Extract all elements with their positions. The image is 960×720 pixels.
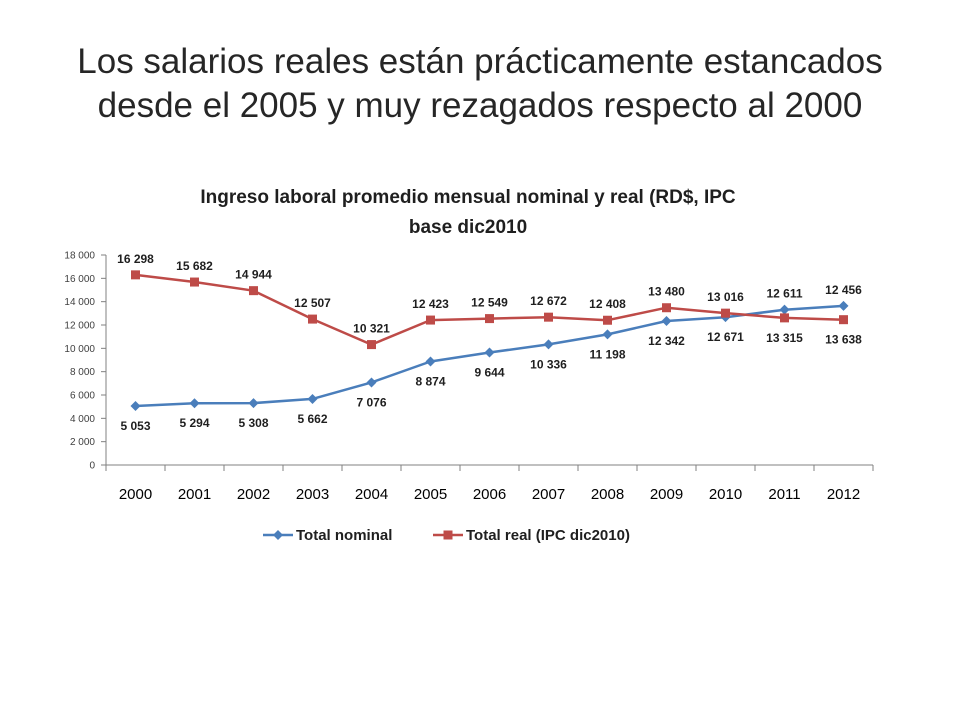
data-label: 12 423 <box>412 297 449 311</box>
data-label: 12 507 <box>294 296 331 310</box>
series-2-point <box>603 315 612 325</box>
x-tick-label: 2000 <box>119 486 152 503</box>
data-label: 12 549 <box>471 296 508 310</box>
legend-label-1: Total nominal <box>296 527 392 544</box>
data-label: 12 672 <box>530 294 567 308</box>
data-label: 12 342 <box>648 334 685 348</box>
data-label: 13 315 <box>766 331 803 345</box>
data-label: 16 298 <box>117 252 154 266</box>
y-tick-label: 18 000 <box>64 251 95 262</box>
series-2-point <box>544 312 553 322</box>
data-label: 13 638 <box>825 333 862 347</box>
x-tick-label: 2010 <box>709 486 742 503</box>
y-tick-label: 10 000 <box>64 344 95 355</box>
y-tick-label: 8 000 <box>70 367 95 378</box>
data-label: 13 016 <box>707 290 744 304</box>
series-1-point <box>779 304 790 315</box>
series-2-point <box>426 315 435 325</box>
data-label: 5 053 <box>120 419 150 433</box>
data-label: 5 308 <box>238 416 268 430</box>
data-label: 10 336 <box>530 357 567 371</box>
data-label: 12 671 <box>707 330 744 344</box>
series-1-point <box>248 398 259 409</box>
series-2-point <box>662 303 671 313</box>
chart-title-line-1: Ingreso laboral promedio mensual nominal… <box>200 187 736 208</box>
data-label: 13 480 <box>648 285 685 299</box>
series-2-point <box>839 315 848 325</box>
y-tick-label: 2 000 <box>70 437 95 448</box>
data-label: 12 408 <box>589 297 626 311</box>
data-label: 12 456 <box>825 283 862 297</box>
x-tick-label: 2005 <box>414 486 447 503</box>
data-label: 5 294 <box>179 416 209 430</box>
data-label: 8 874 <box>415 374 445 388</box>
series-2-point <box>190 277 199 287</box>
series-1-point <box>130 401 141 412</box>
series-2-point <box>721 308 730 318</box>
x-tick-label: 2008 <box>591 486 624 503</box>
data-label: 11 198 <box>589 347 625 361</box>
data-label: 12 611 <box>766 287 802 301</box>
x-tick-label: 2003 <box>296 486 329 503</box>
series-2-point <box>308 314 317 324</box>
legend-marker-2 <box>443 530 453 540</box>
legend-label-2: Total real (IPC dic2010) <box>466 527 630 544</box>
data-label: 7 076 <box>356 395 386 409</box>
x-tick-label: 2004 <box>355 486 388 503</box>
x-tick-label: 2012 <box>827 486 860 503</box>
series-1-point <box>425 356 436 367</box>
series-2-point <box>780 313 789 323</box>
series-1-point <box>661 316 672 327</box>
legend-marker-1 <box>273 530 283 540</box>
data-label: 14 944 <box>235 268 272 282</box>
x-tick-label: 2002 <box>237 486 270 503</box>
series-1-point <box>484 347 495 358</box>
series-1-point <box>602 329 613 340</box>
data-label: 9 644 <box>474 365 504 379</box>
slide-title: Los salarios reales están prácticamente … <box>60 40 900 128</box>
y-tick-label: 16 000 <box>64 274 95 285</box>
y-tick-label: 14 000 <box>64 297 95 308</box>
y-tick-label: 6 000 <box>70 391 95 402</box>
data-label: 15 682 <box>176 259 213 273</box>
x-tick-label: 2001 <box>178 486 211 503</box>
series-1-point <box>366 377 377 388</box>
x-tick-label: 2006 <box>473 486 506 503</box>
series-2-point <box>367 340 376 350</box>
y-tick-label: 12 000 <box>64 321 95 332</box>
series-2-point <box>485 314 494 324</box>
chart-title-line-2: base dic2010 <box>409 217 527 238</box>
x-tick-label: 2009 <box>650 486 683 503</box>
y-tick-label: 0 <box>89 461 95 472</box>
data-label: 10 321 <box>353 322 390 336</box>
slide-title-line-2: desde el 2005 y muy rezagados respecto a… <box>97 86 863 125</box>
data-label: 5 662 <box>297 412 327 426</box>
y-tick-label: 4 000 <box>70 414 95 425</box>
x-tick-label: 2011 <box>768 486 800 503</box>
slide-title-line-1: Los salarios reales están prácticamente … <box>77 42 883 81</box>
series-1-point <box>189 398 200 409</box>
series-2-point <box>131 270 140 280</box>
series-1-point <box>543 339 554 350</box>
series-1-point <box>307 393 318 404</box>
series-1-point <box>838 300 849 311</box>
series-2-point <box>249 286 258 296</box>
x-tick-label: 2007 <box>532 486 565 503</box>
